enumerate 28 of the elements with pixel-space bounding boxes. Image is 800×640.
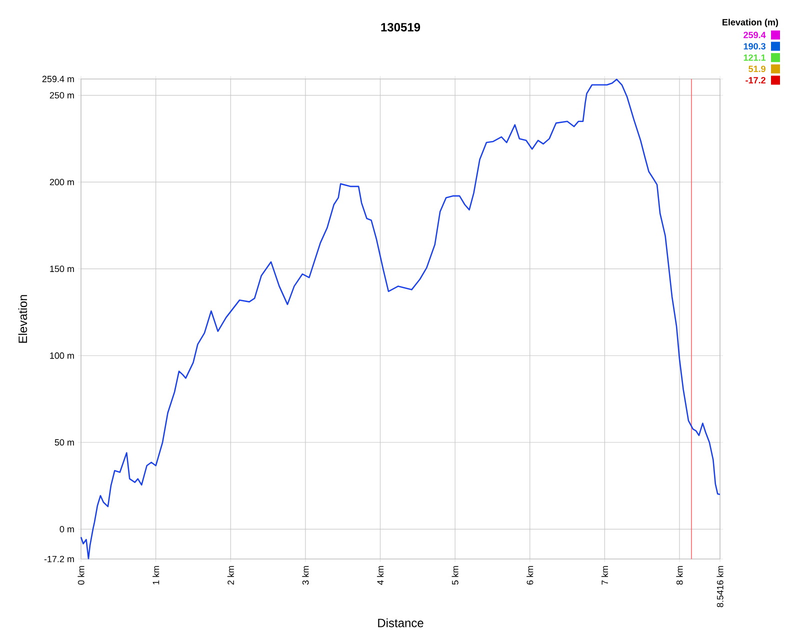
- y-axis-title: Elevation: [18, 295, 28, 343]
- x-tick-label: 6 km: [526, 566, 534, 585]
- x-tick-label: 8.5416 km: [716, 566, 724, 608]
- chart-title: 130519: [381, 22, 420, 32]
- y-tick-label: 100 m: [50, 352, 74, 359]
- x-tick-label: 8 km: [676, 566, 683, 585]
- y-tick-label: 150 m: [50, 266, 74, 272]
- y-tick-label: 250 m: [50, 92, 74, 98]
- color-bar-label: 190.3: [744, 43, 766, 50]
- x-axis-title: Distance: [378, 618, 424, 628]
- x-tick-label: 3 km: [302, 566, 309, 585]
- line-series: [80, 78, 721, 560]
- y-tick-label: 200 m: [50, 178, 74, 186]
- x-tick-label: 7 km: [601, 566, 608, 585]
- y-tick-label: -17.2 m: [44, 556, 74, 562]
- color-bar-label: 259.4: [744, 32, 766, 38]
- x-tick-label: 0 km: [78, 566, 84, 585]
- x-tick-label: 2 km: [227, 566, 234, 585]
- y-tick-label: 50 m: [54, 439, 74, 446]
- color-bar-label: -17.2: [746, 77, 766, 84]
- color-bar-label: 51.9: [748, 66, 766, 72]
- x-tick-label: 4 km: [376, 566, 384, 585]
- color-bar-title: Elevation (m): [722, 18, 778, 28]
- y-tick-label: 259.4 m: [42, 76, 74, 82]
- x-tick-label: 1 km: [152, 566, 160, 584]
- x-tick-label: 5 km: [452, 566, 458, 585]
- color-bar-label: 121.1: [744, 54, 766, 61]
- y-tick-label: 0 m: [60, 526, 74, 532]
